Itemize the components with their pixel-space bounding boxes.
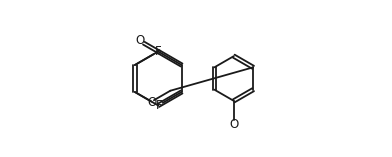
Text: F: F: [155, 99, 162, 112]
Text: O: O: [135, 34, 145, 47]
Text: F: F: [154, 45, 161, 58]
Text: O: O: [229, 118, 238, 131]
Text: O: O: [148, 96, 157, 109]
